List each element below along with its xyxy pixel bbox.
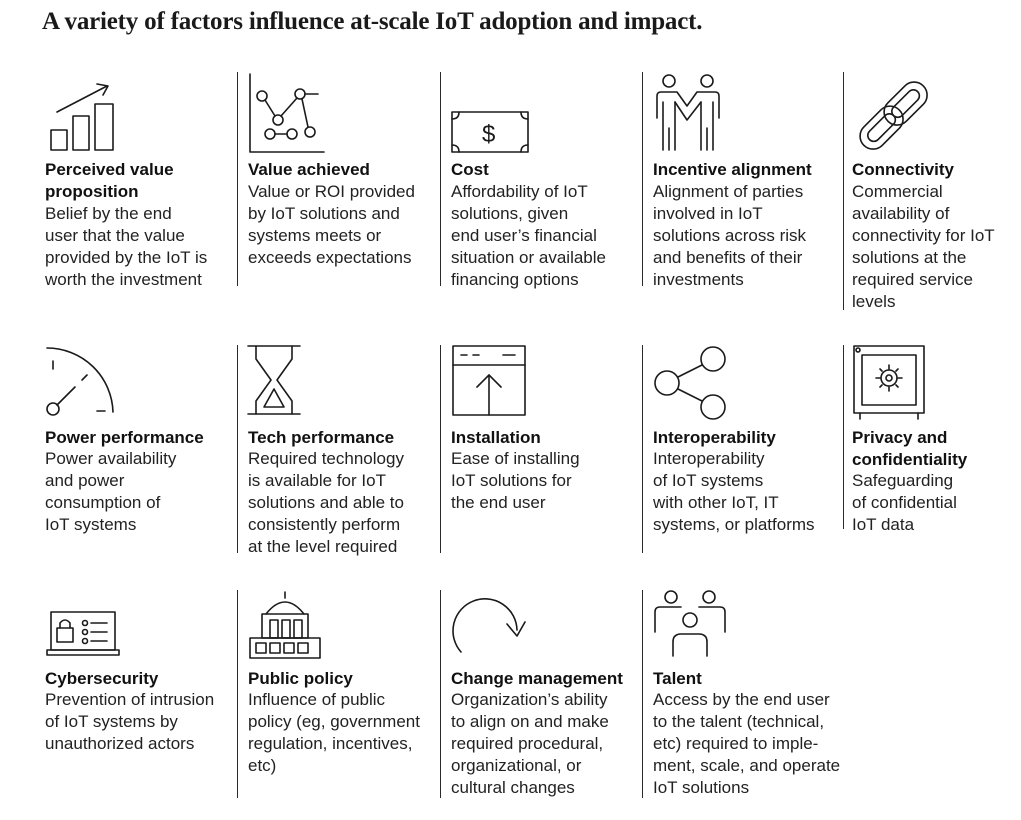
- factor-description: Commercial availability of connectivity …: [852, 182, 995, 311]
- circular-arrow-icon: [452, 598, 526, 653]
- government-building-icon: [249, 591, 321, 659]
- hourglass-icon: [247, 345, 301, 415]
- factor-label: Privacy and confidentiality: [852, 428, 968, 469]
- factor-description: Prevention of intrusion of IoT systems b…: [45, 690, 215, 753]
- factor-label: Incentive alignment: [653, 160, 812, 179]
- factor-description: Influence of public policy (eg, governme…: [248, 690, 420, 775]
- factor-interoperability: Interoperability Interoperability of IoT…: [642, 345, 841, 553]
- svg-text:$: $: [482, 121, 495, 148]
- factor-installation: Installation Ease of installing IoT solu…: [440, 345, 639, 553]
- factor-label: Perceived value proposition: [45, 160, 174, 201]
- factor-label: Public policy: [248, 669, 353, 688]
- factor-description: Alignment of parties involved in IoT sol…: [653, 182, 807, 289]
- factor-label: Cybersecurity: [45, 669, 159, 688]
- factor-description: Required technology is available for IoT…: [248, 449, 404, 556]
- factor-public-policy: Public policy Influence of public policy…: [237, 590, 436, 798]
- window-upload-icon: [452, 345, 526, 416]
- factor-label: Tech performance: [248, 428, 395, 447]
- factor-value-achieved: Value achieved Value or ROI provided by …: [237, 72, 436, 286]
- factor-cost: $ Cost Affordability of IoT solutions, g…: [440, 72, 639, 289]
- gauge-icon: [46, 347, 114, 416]
- factor-connectivity: Connectivity Commercial availability of …: [843, 72, 1021, 311]
- factor-incentive-alignment: Incentive alignment Alignment of parties…: [642, 72, 841, 289]
- factor-description: Organization’s ability to align on and m…: [451, 690, 609, 797]
- factor-description: Affordability of IoT solutions, given en…: [451, 182, 606, 289]
- factor-description: Ease of installing IoT solutions for the…: [451, 449, 580, 512]
- chain-link-icon: [859, 81, 928, 150]
- team-people-icon: [654, 590, 726, 657]
- page-title: A variety of factors influence at-scale …: [42, 8, 703, 35]
- factor-label: Cost: [451, 160, 489, 179]
- factor-label: Power performance: [45, 428, 204, 447]
- factor-description: Interoperability of IoT systems with oth…: [653, 449, 815, 534]
- factor-label: Interoperability: [653, 428, 776, 447]
- factor-change-management: Change management Organization’s ability…: [440, 590, 639, 798]
- safe-icon: [853, 345, 925, 420]
- factor-description: Value or ROI provided by IoT solutions a…: [248, 182, 415, 267]
- factor-label: Talent: [653, 669, 702, 688]
- people-holding-hands-icon: [656, 74, 720, 151]
- factor-label: Connectivity: [852, 160, 955, 179]
- factor-description: Power availability and power consumption…: [45, 449, 177, 534]
- dollar-bill-icon: $: [451, 111, 529, 153]
- factor-description: Access by the end user to the talent (te…: [653, 690, 841, 797]
- factor-label: Change management: [451, 669, 623, 688]
- factor-talent: Talent Access by the end user to the tal…: [642, 590, 841, 798]
- share-network-icon: [654, 346, 726, 420]
- factor-tech-performance: Tech performance Required technology is …: [237, 345, 436, 556]
- connected-nodes-icon: [249, 73, 325, 153]
- factor-label: Installation: [451, 428, 541, 447]
- factor-privacy: Privacy and confidentiality Safeguarding…: [843, 345, 1021, 534]
- locked-laptop-icon: [46, 611, 120, 656]
- factor-description: Belief by the end user that the value pr…: [45, 204, 208, 289]
- factor-label: Value achieved: [248, 160, 370, 179]
- factor-description: Safeguarding of confidential IoT data: [852, 471, 957, 534]
- bar-chart-growth-icon: [50, 83, 114, 151]
